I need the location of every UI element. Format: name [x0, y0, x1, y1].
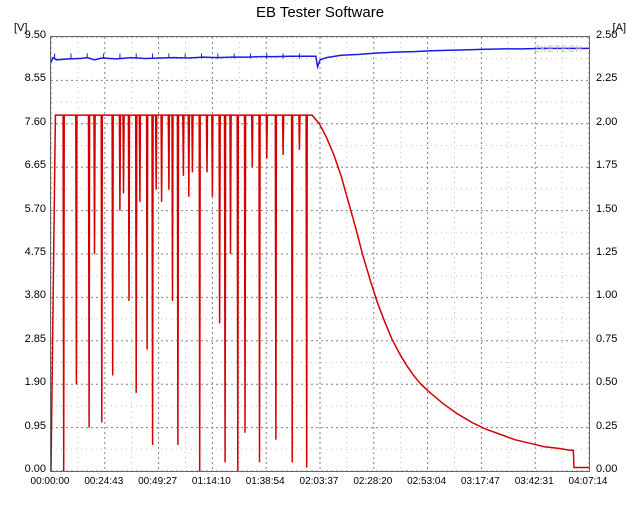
y-left-tick-label: 7.60 — [6, 116, 46, 128]
plot-area: ZKETECH — [50, 36, 590, 472]
chart-container: EB Tester Software [V] [A] ZKETECH 0.000… — [0, 0, 640, 507]
y-left-tick-label: 9.50 — [6, 29, 46, 41]
x-tick-label: 02:28:20 — [353, 476, 392, 487]
chart-title: EB Tester Software — [0, 4, 640, 21]
y-right-tick-label: 1.75 — [596, 159, 636, 171]
y-right-tick-label: 1.25 — [596, 246, 636, 258]
y-left-tick-label: 0.00 — [6, 463, 46, 475]
y-left-tick-label: 1.90 — [6, 376, 46, 388]
y-right-tick-label: 0.75 — [596, 333, 636, 345]
x-tick-label: 01:38:54 — [246, 476, 285, 487]
x-tick-label: 03:42:31 — [515, 476, 554, 487]
x-tick-label: 00:00:00 — [31, 476, 70, 487]
y-left-tick-label: 6.65 — [6, 159, 46, 171]
y-right-tick-label: 0.00 — [596, 463, 636, 475]
y-right-tick-label: 0.50 — [596, 376, 636, 388]
y-right-tick-label: 2.00 — [596, 116, 636, 128]
x-tick-label: 01:14:10 — [192, 476, 231, 487]
y-right-tick-label: 2.25 — [596, 72, 636, 84]
y-left-tick-label: 3.80 — [6, 289, 46, 301]
plot-svg — [51, 37, 589, 471]
watermark: ZKETECH — [534, 44, 583, 54]
y-right-tick-label: 1.00 — [596, 289, 636, 301]
y-right-tick-label: 2.50 — [596, 29, 636, 41]
y-left-tick-label: 5.70 — [6, 203, 46, 215]
x-tick-label: 04:07:14 — [569, 476, 608, 487]
y-left-tick-label: 8.55 — [6, 72, 46, 84]
y-left-tick-label: 4.75 — [6, 246, 46, 258]
y-right-tick-label: 0.25 — [596, 420, 636, 432]
x-tick-label: 00:24:43 — [84, 476, 123, 487]
x-tick-label: 00:49:27 — [138, 476, 177, 487]
y-right-tick-label: 1.50 — [596, 203, 636, 215]
y-left-tick-label: 2.85 — [6, 333, 46, 345]
x-tick-label: 03:17:47 — [461, 476, 500, 487]
x-tick-label: 02:53:04 — [407, 476, 446, 487]
x-tick-label: 02:03:37 — [300, 476, 339, 487]
y-left-tick-label: 0.95 — [6, 420, 46, 432]
